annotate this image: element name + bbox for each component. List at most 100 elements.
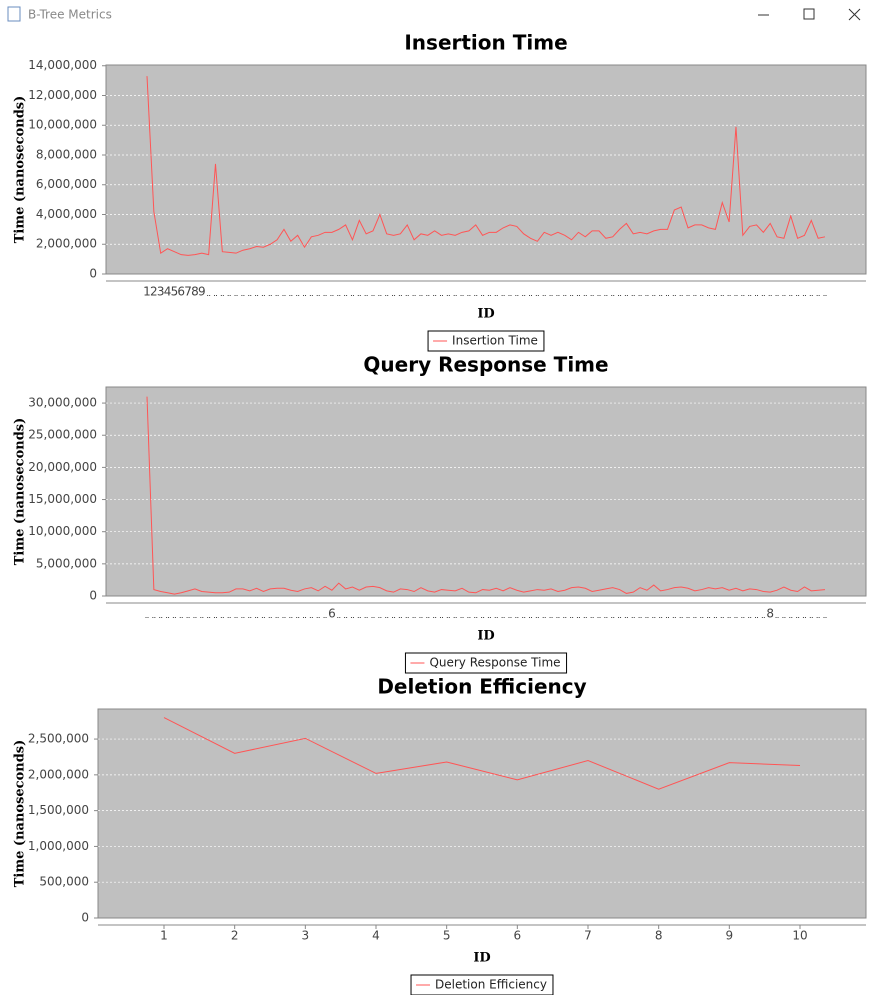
x-tick-ellipsis [337, 295, 339, 296]
x-tick-ellipsis [761, 617, 763, 618]
data-line [163, 717, 801, 790]
x-tick-ellipsis [373, 617, 375, 618]
x-tick-ellipsis [743, 617, 745, 618]
x-tick-ellipsis [686, 617, 688, 618]
x-tick-label: 3 [302, 929, 310, 943]
x-tick-ellipsis [460, 295, 462, 296]
legend: Insertion Time [427, 330, 545, 352]
x-tick-ellipsis [400, 295, 402, 296]
x-tick-ellipsis [394, 295, 396, 296]
x-tick-ellipsis [284, 295, 286, 296]
x-tick-ellipsis [181, 617, 183, 618]
x-tick-ellipsis [709, 617, 711, 618]
x-tick-ellipsis [645, 617, 647, 618]
x-tick-ellipsis [448, 295, 450, 296]
x-tick-ellipsis [802, 617, 804, 618]
data-line [146, 76, 826, 256]
y-tick-label: 2,500,000 [28, 732, 89, 746]
x-tick-ellipsis [357, 617, 359, 618]
x-tick-ellipsis [736, 295, 738, 296]
x-tick-ellipsis [713, 617, 715, 618]
x-tick-ellipsis [188, 617, 190, 618]
x-tick-ellipsis [250, 617, 252, 618]
x-axis-label: ID [477, 629, 494, 644]
x-tick-ellipsis [736, 617, 738, 618]
x-tick-ellipsis [234, 295, 236, 296]
x-tick-ellipsis [455, 617, 457, 618]
x-tick-ellipsis [323, 295, 325, 296]
x-tick-ellipsis [713, 295, 715, 296]
x-tick-ellipsis [371, 295, 373, 296]
x-tick-ellipsis [289, 617, 291, 618]
x-tick-ellipsis [426, 295, 428, 296]
legend-label: Query Response Time [429, 656, 560, 670]
x-tick-ellipsis [154, 617, 156, 618]
x-tick-ellipsis [241, 617, 243, 618]
x-tick-ellipsis [366, 295, 368, 296]
x-tick-ellipsis [631, 617, 633, 618]
x-tick-ellipsis [296, 295, 298, 296]
y-tick-label: 30,000,000 [28, 396, 97, 410]
x-tick-ellipsis [604, 295, 606, 296]
x-tick-ellipsis [825, 617, 827, 618]
x-tick-ellipsis [652, 617, 654, 618]
x-tick-ellipsis [804, 295, 806, 296]
maximize-button[interactable] [803, 8, 815, 20]
x-tick-ellipsis [174, 617, 176, 618]
x-tick-ellipsis [599, 295, 601, 296]
x-tick-ellipsis [613, 617, 615, 618]
x-tick-ellipsis [496, 295, 498, 296]
x-tick-ellipsis [428, 295, 430, 296]
x-tick-ellipsis [243, 295, 245, 296]
x-tick-ellipsis [209, 295, 211, 296]
x-tick-ellipsis [809, 295, 811, 296]
x-tick-ellipsis [407, 295, 409, 296]
x-tick-ellipsis [352, 617, 354, 618]
y-tick-label: 5,000,000 [36, 556, 97, 570]
x-tick-ellipsis [316, 617, 318, 618]
x-tick-ellipsis [257, 617, 259, 618]
x-tick-ellipsis [291, 295, 293, 296]
x-tick-ellipsis [195, 617, 197, 618]
x-tick-label: 2 [150, 285, 158, 299]
plot-area [105, 386, 867, 597]
x-tick-ellipsis [818, 295, 820, 296]
x-tick-ellipsis [531, 617, 533, 618]
x-tick-ellipsis [542, 295, 544, 296]
x-tick-ellipsis [412, 295, 414, 296]
x-tick-ellipsis [378, 295, 380, 296]
x-tick-ellipsis [261, 617, 263, 618]
x-tick-ellipsis [522, 295, 524, 296]
x-tick-ellipsis [508, 617, 510, 618]
x-tick-ellipsis [722, 295, 724, 296]
x-tick-ellipsis [825, 295, 827, 296]
x-tick-ellipsis [255, 617, 257, 618]
close-button[interactable] [848, 8, 861, 21]
x-tick-ellipsis [681, 295, 683, 296]
x-tick-ellipsis [229, 295, 231, 296]
x-tick-ellipsis [234, 617, 236, 618]
x-tick-ellipsis [811, 295, 813, 296]
x-tick-ellipsis [789, 295, 791, 296]
x-tick-ellipsis [346, 295, 348, 296]
x-tick-ellipsis [633, 295, 635, 296]
x-tick-ellipsis [638, 617, 640, 618]
x-tick-ellipsis [435, 295, 437, 296]
x-tick-ellipsis [524, 295, 526, 296]
window-title: B-Tree Metrics [28, 8, 112, 22]
x-tick-ellipsis [748, 617, 750, 618]
legend-label: Insertion Time [452, 334, 538, 348]
chart-title: Insertion Time [404, 31, 567, 55]
x-tick-ellipsis [544, 617, 546, 618]
x-tick-ellipsis [789, 617, 791, 618]
x-tick-ellipsis [535, 295, 537, 296]
x-tick-ellipsis [489, 617, 491, 618]
x-tick-ellipsis [380, 617, 382, 618]
y-axis-label: Time (nanoseconds) [13, 740, 28, 888]
x-tick-ellipsis [323, 617, 325, 618]
x-tick-ellipsis [344, 617, 346, 618]
x-tick-ellipsis [483, 295, 485, 296]
x-tick-ellipsis [275, 295, 277, 296]
x-tick-ellipsis [624, 617, 626, 618]
x-tick-ellipsis [428, 617, 430, 618]
